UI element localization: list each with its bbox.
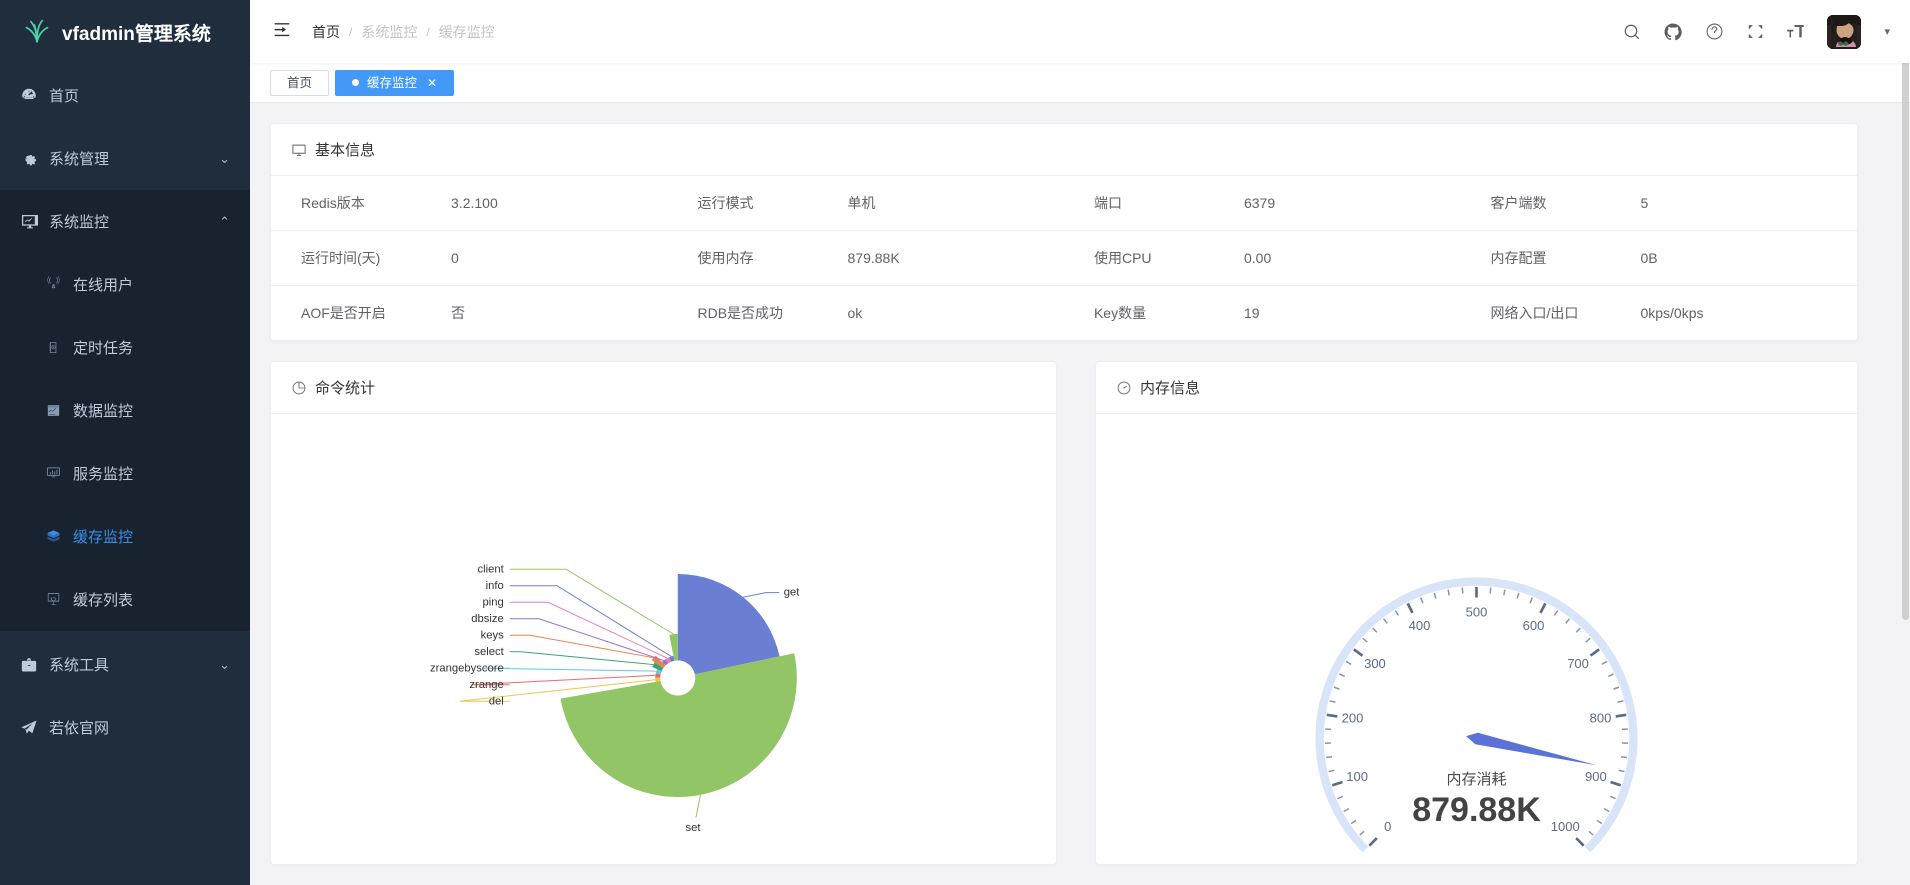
svg-text:600: 600 [1523,618,1545,633]
svg-text:zrangebyscore: zrangebyscore [430,662,504,674]
svg-text:select: select [474,646,504,658]
svg-text:ping: ping [482,596,503,608]
svg-text:500: 500 [1466,605,1488,620]
svg-text:zrange: zrange [469,679,503,691]
svg-text:800: 800 [1590,710,1612,725]
svg-text:get: get [784,587,801,599]
svg-text:400: 400 [1409,618,1431,633]
svg-text:900: 900 [1585,769,1607,784]
svg-text:1000: 1000 [1551,819,1580,834]
svg-text:700: 700 [1567,656,1589,671]
svg-text:info: info [486,580,504,592]
svg-text:del: del [489,695,504,707]
svg-text:keys: keys [481,629,505,641]
svg-text:200: 200 [1342,710,1364,725]
svg-text:client: client [477,563,504,575]
svg-text:dbsize: dbsize [471,613,504,625]
svg-text:set: set [685,822,701,834]
svg-text:0: 0 [1384,819,1391,834]
svg-text:100: 100 [1346,769,1368,784]
svg-text:300: 300 [1364,656,1386,671]
